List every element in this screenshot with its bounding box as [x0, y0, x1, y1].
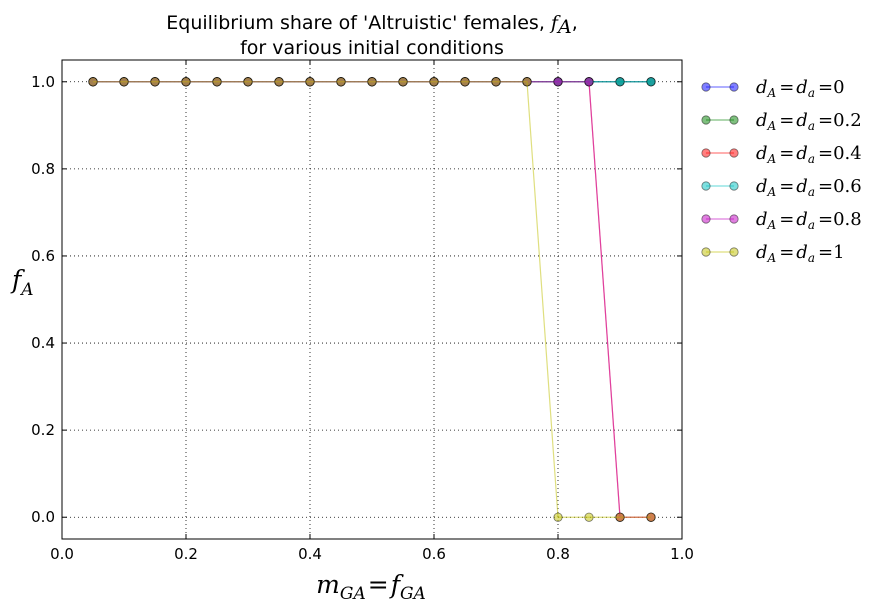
- x-tick-label: 0.0: [50, 545, 74, 563]
- data-point: [553, 512, 563, 522]
- legend-entry-3: dA = da =0.6: [701, 176, 862, 199]
- legend-entry-2: dA = da =0.4: [701, 143, 862, 166]
- y-tick-label: 0.8: [31, 160, 55, 178]
- chart-title-line2: for various initial conditions: [240, 37, 504, 59]
- data-point: [212, 77, 222, 87]
- y-tick-label: 0.0: [31, 508, 55, 526]
- series-line: [93, 81, 651, 518]
- chart-title-line1: Equilibrium share of 'Altruistic' female…: [166, 12, 577, 38]
- legend-label: dA = da =0.2: [756, 110, 862, 133]
- x-tick-label: 0.2: [174, 545, 198, 563]
- data-point: [615, 77, 625, 87]
- data-point: [584, 77, 594, 87]
- legend-marker: [701, 82, 711, 92]
- series-4: [88, 77, 656, 522]
- legend-entry-5: dA = da =1: [701, 242, 845, 265]
- y-tick-label: 0.6: [31, 247, 55, 265]
- plot-series: [88, 77, 656, 522]
- legend: dA = da =0 dA = da =0.2 dA = da =0.4 dA = da =0.6 dA = da =…: [701, 77, 862, 265]
- data-point: [243, 77, 253, 87]
- legend-marker: [729, 148, 739, 158]
- legend-entry-0: dA = da =0: [701, 77, 845, 100]
- legend-marker: [729, 115, 739, 125]
- data-point: [460, 77, 470, 87]
- x-tick-label: 1.0: [670, 545, 694, 563]
- x-tick-label: 0.8: [546, 545, 570, 563]
- data-point: [150, 77, 160, 87]
- legend-label: dA = da =0.8: [756, 209, 862, 232]
- legend-marker: [701, 247, 711, 257]
- legend-marker: [701, 115, 711, 125]
- data-point: [336, 77, 346, 87]
- series-line: [93, 81, 651, 518]
- data-point: [646, 512, 656, 522]
- data-point: [615, 512, 625, 522]
- legend-marker: [729, 181, 739, 191]
- legend-label: dA = da =0.4: [756, 143, 862, 166]
- legend-marker: [701, 214, 711, 224]
- x-tick-label: 0.4: [298, 545, 322, 563]
- x-axis-label: mGA=fGA: [316, 570, 426, 604]
- legend-marker: [729, 247, 739, 257]
- data-point: [367, 77, 377, 87]
- legend-marker: [701, 181, 711, 191]
- legend-marker: [729, 82, 739, 92]
- data-point: [429, 77, 439, 87]
- data-point: [584, 512, 594, 522]
- series-2: [88, 77, 656, 522]
- y-tick-label: 1.0: [31, 73, 55, 91]
- data-point: [88, 77, 98, 87]
- legend-entry-1: dA = da =0.2: [701, 110, 862, 133]
- data-point: [553, 77, 563, 87]
- legend-label: dA = da =1: [756, 242, 845, 265]
- data-point: [491, 77, 501, 87]
- axis-ticks: 0.0 0.2 0.4 0.6 0.8 1.0 0.0 0.2 0.4 0.6 0.8 1.0: [31, 60, 694, 563]
- data-point: [181, 77, 191, 87]
- y-tick-label: 0.4: [31, 334, 55, 352]
- legend-marker: [729, 214, 739, 224]
- data-point: [274, 77, 284, 87]
- legend-marker: [701, 148, 711, 158]
- legend-label: dA = da =0: [756, 77, 845, 100]
- chart-title: Equilibrium share of 'Altruistic' female…: [166, 12, 577, 59]
- plot-frame: [61, 59, 683, 540]
- data-point: [398, 77, 408, 87]
- legend-entry-4: dA = da =0.8: [701, 209, 862, 232]
- x-tick-label: 0.6: [422, 545, 446, 563]
- data-point: [305, 77, 315, 87]
- legend-label: dA = da =0.6: [756, 176, 862, 199]
- series-line: [93, 81, 651, 518]
- y-tick-label: 0.2: [31, 421, 55, 439]
- data-point: [119, 77, 129, 87]
- data-point: [522, 77, 532, 87]
- data-point: [646, 77, 656, 87]
- series-5: [88, 77, 656, 522]
- y-axis-label: fA: [10, 265, 34, 300]
- grid: [62, 60, 682, 539]
